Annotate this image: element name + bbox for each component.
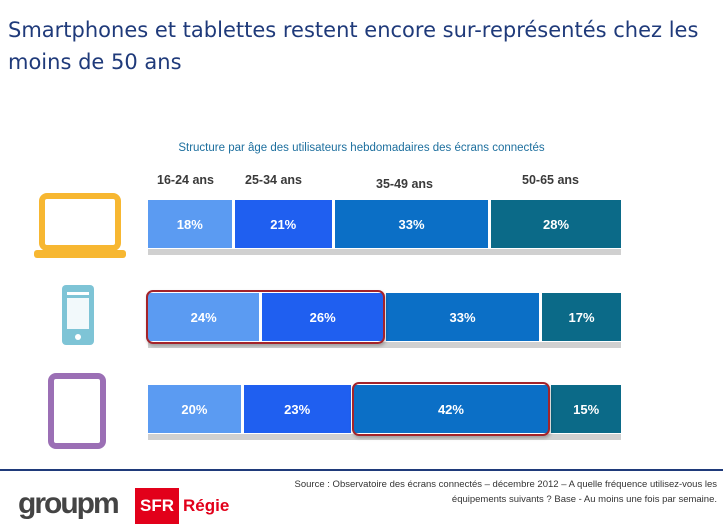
bar-row-shadow — [148, 434, 621, 440]
sfr-regie-logo: SFR Régie — [135, 488, 229, 524]
bar-segment-35-49-ans: 33% — [386, 293, 540, 341]
bar-segment-25-34-ans: 21% — [234, 200, 332, 248]
smartphone-icon — [62, 285, 94, 345]
footer-divider — [0, 469, 723, 471]
groupm-logo: groupm — [18, 487, 120, 520]
bar-row-laptop: 18% 21% 33% 28% — [148, 200, 621, 248]
bar-segment-16-24-ans: 18% — [148, 200, 232, 248]
age-header-16-24: 16-24 ans — [157, 173, 214, 187]
bar-segment-50-65-ans: 15% — [551, 385, 621, 433]
highlight-box — [351, 382, 551, 436]
bar-segment-16-24-ans: 20% — [148, 385, 241, 433]
sfr-logo-box: SFR — [135, 488, 179, 524]
bar-row-shadow — [148, 342, 621, 348]
bar-row-smartphone: 24% 26% 33% 17% — [148, 293, 621, 341]
age-header-35-49: 35-49 ans — [376, 177, 433, 191]
bar-row-shadow — [148, 249, 621, 255]
bar-segment-25-34-ans: 26% — [262, 293, 383, 341]
tablet-icon — [48, 373, 106, 449]
page-title: Smartphones et tablettes restent encore … — [8, 18, 699, 74]
source-note: Source : Observatoire des écrans connect… — [294, 479, 717, 505]
bar-segment-25-34-ans: 23% — [243, 385, 351, 433]
bar-segment-35-49-ans: 33% — [334, 200, 489, 248]
chart-subtitle: Structure par âge des utilisateurs hebdo… — [178, 142, 545, 154]
laptop-icon — [34, 193, 126, 258]
age-header-25-34: 25-34 ans — [245, 173, 302, 187]
highlight-box — [146, 290, 385, 344]
bar-segment-50-65-ans: 17% — [542, 293, 621, 341]
bar-row-tablet: 20% 23% 42% 15% — [148, 385, 621, 433]
age-header-50-65: 50-65 ans — [522, 173, 579, 187]
bar-segment-16-24-ans: 24% — [148, 293, 260, 341]
bar-segment-50-65-ans: 28% — [491, 200, 621, 248]
bar-segment-35-49-ans: 42% — [353, 385, 549, 433]
regie-text: Régie — [183, 496, 230, 515]
